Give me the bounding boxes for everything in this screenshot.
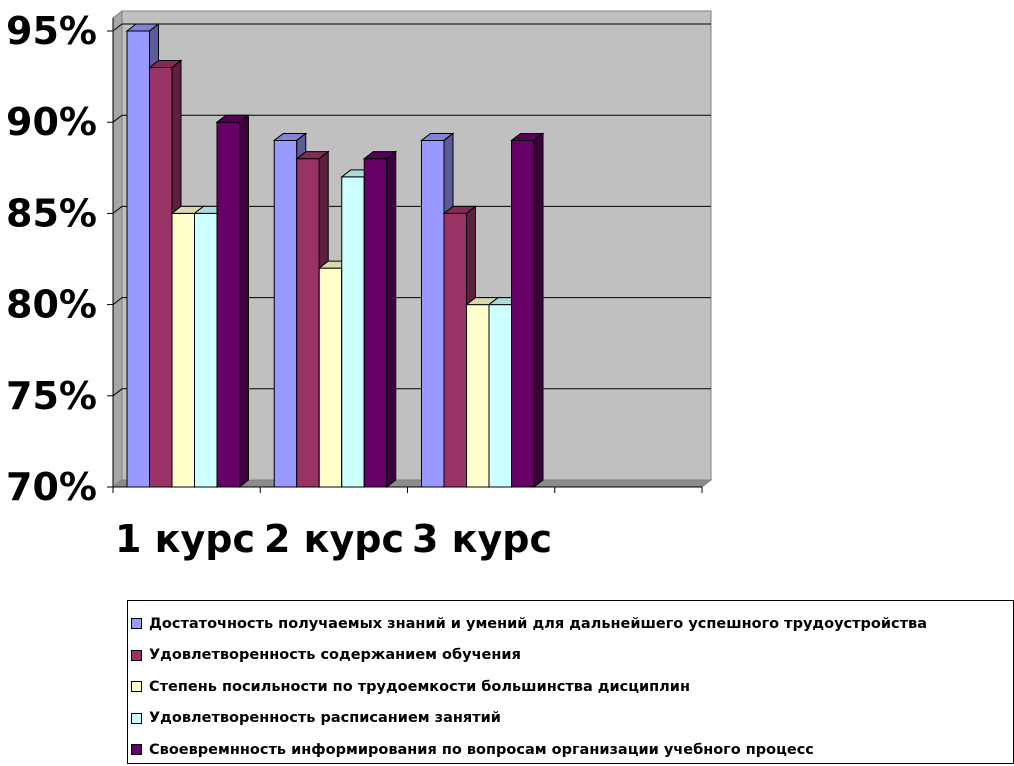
bar-front: [318, 267, 343, 488]
legend-swatch: [131, 618, 142, 630]
y-tick-label: 80%: [6, 283, 97, 327]
bar-front: [466, 304, 490, 488]
legend-swatch: [131, 649, 142, 661]
y-tick-label: 90%: [6, 100, 97, 144]
bar-side: [533, 132, 544, 489]
bar-front: [421, 139, 445, 488]
y-tick-label: 75%: [6, 374, 97, 418]
legend-item: Удовлетворенность расписанием занятий: [131, 703, 1013, 735]
bar: [510, 132, 545, 489]
y-tick-label: 95%: [6, 9, 97, 53]
x-axis-tick-labels: 1 курс 2 курс 3 курс: [115, 517, 552, 561]
legend-item: Достаточность получаемых знаний и умений…: [131, 608, 1013, 640]
bar: [215, 114, 250, 489]
plot-side-wall: [112, 9, 123, 489]
bar-front: [296, 158, 320, 488]
bar-front: [194, 212, 218, 488]
legend-label: Достаточность получаемых знаний и умений…: [149, 615, 928, 632]
legend-label: Удовлетворенность расписанием занятий: [149, 710, 501, 727]
bar-front: [488, 304, 512, 488]
x-tick-label: 2 курс: [264, 517, 404, 561]
bar-front: [273, 139, 298, 488]
bar-front: [341, 176, 365, 488]
legend-item: Степень посильности по трудоемкости боль…: [131, 671, 1013, 703]
legend-swatch: [131, 712, 142, 724]
bar-front: [149, 66, 173, 488]
gridline: [112, 23, 711, 32]
y-tick-label: 70%: [6, 465, 97, 509]
legend: Достаточность получаемых знаний и умений…: [127, 600, 1014, 764]
legend-swatch: [131, 681, 142, 693]
y-axis-tick-labels: 70% 75% 80% 85% 90% 95%: [6, 9, 97, 509]
bar-side: [386, 150, 397, 489]
gridline: [112, 114, 711, 123]
bar-front: [171, 212, 195, 488]
x-tick-label: 3 курс: [412, 517, 552, 561]
x-tick-label: 1 курс: [115, 517, 255, 561]
axes: [112, 18, 703, 493]
bar-front: [126, 30, 150, 488]
legend-swatch: [131, 744, 142, 756]
bar-chart: 70% 75% 80% 85% 90% 95% 1 курс 2 курс 3 курс: [6, 9, 713, 561]
legend-label: Степень посильности по трудоемкости боль…: [149, 678, 690, 695]
y-tick-label: 85%: [6, 191, 97, 235]
bars: [125, 22, 545, 489]
legend-label: Удовлетворенность содержанием обучения: [149, 647, 521, 664]
legend-item: Своевремнность информирования по вопроса…: [131, 734, 1013, 766]
legend-label: Своевремнность информирования по вопроса…: [149, 741, 814, 758]
bar-side: [239, 114, 249, 489]
bar: [362, 150, 398, 489]
bar-front: [216, 121, 240, 488]
bar-front: [443, 212, 467, 488]
legend-item: Удовлетворенность содержанием обучения: [131, 640, 1013, 672]
bar-front: [511, 139, 535, 488]
bar-front: [363, 158, 388, 488]
